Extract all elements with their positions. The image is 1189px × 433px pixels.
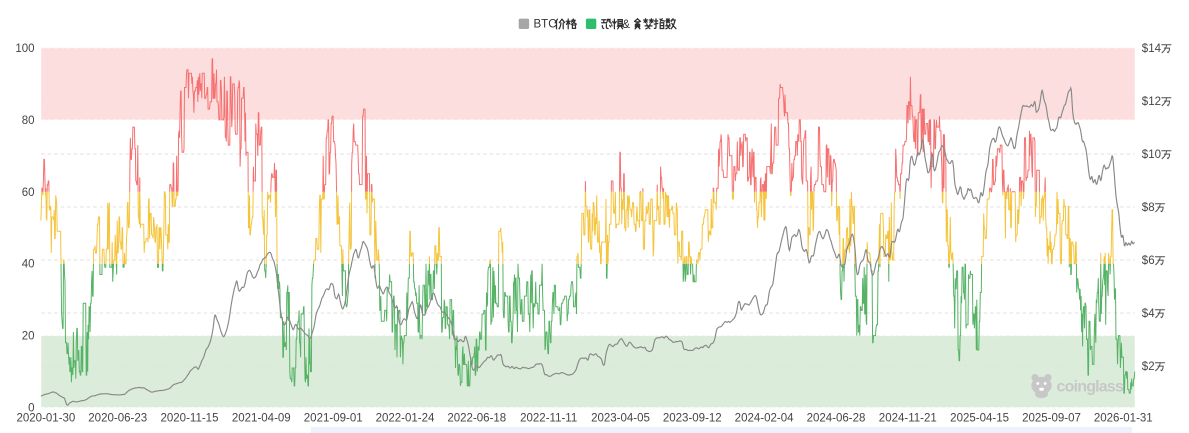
svg-text:$14: $14 bbox=[1142, 43, 1162, 55]
svg-text:$10: $10 bbox=[1142, 149, 1161, 161]
svg-text:$6: $6 bbox=[1142, 255, 1155, 267]
svg-text:2026-01-31: 2026-01-31 bbox=[1094, 413, 1153, 425]
svg-text:2024-06-28: 2024-06-28 bbox=[807, 413, 866, 425]
svg-text:80: 80 bbox=[22, 115, 35, 127]
svg-text:coinglass: coinglass bbox=[1057, 379, 1125, 396]
svg-text:$8: $8 bbox=[1142, 202, 1155, 214]
svg-text:2025-04-15: 2025-04-15 bbox=[950, 413, 1009, 425]
svg-text:0: 0 bbox=[28, 403, 34, 415]
svg-text:2023-04-05: 2023-04-05 bbox=[591, 413, 650, 425]
svg-text:100: 100 bbox=[15, 43, 34, 55]
svg-text:40: 40 bbox=[22, 259, 35, 271]
svg-text:$2: $2 bbox=[1142, 361, 1155, 373]
svg-text:2024-02-04: 2024-02-04 bbox=[735, 413, 794, 425]
svg-text:2021-04-09: 2021-04-09 bbox=[232, 413, 291, 425]
svg-text:&: & bbox=[622, 19, 630, 31]
svg-text:BTC: BTC bbox=[534, 19, 557, 31]
svg-text:60: 60 bbox=[22, 187, 35, 199]
svg-text:2020-01-30: 2020-01-30 bbox=[16, 413, 75, 425]
svg-text:2022-11-11: 2022-11-11 bbox=[520, 413, 577, 425]
svg-text:2020-11-15: 2020-11-15 bbox=[161, 413, 219, 425]
svg-text:2024-11-21: 2024-11-21 bbox=[879, 413, 937, 425]
svg-text:2023-09-12: 2023-09-12 bbox=[663, 413, 722, 425]
svg-text:2020-06-23: 2020-06-23 bbox=[88, 413, 147, 425]
svg-text:2025-09-07: 2025-09-07 bbox=[1022, 413, 1081, 425]
svg-text:$12: $12 bbox=[1142, 96, 1161, 108]
svg-text:2022-06-18: 2022-06-18 bbox=[447, 413, 506, 425]
svg-text:20: 20 bbox=[22, 331, 35, 343]
svg-text:2022-01-24: 2022-01-24 bbox=[376, 413, 435, 425]
svg-text:$4: $4 bbox=[1142, 308, 1155, 320]
svg-text:2021-09-01: 2021-09-01 bbox=[304, 413, 363, 425]
